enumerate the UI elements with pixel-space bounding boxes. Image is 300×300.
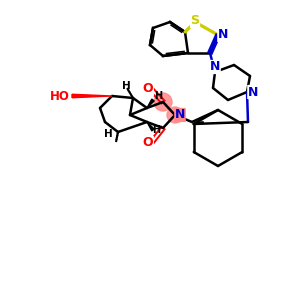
Text: H: H	[103, 129, 112, 139]
Text: N: N	[248, 85, 258, 98]
Polygon shape	[72, 94, 112, 98]
Text: O: O	[143, 136, 153, 149]
Text: N: N	[210, 61, 220, 74]
Polygon shape	[147, 99, 154, 108]
Circle shape	[167, 107, 183, 123]
Text: H: H	[154, 91, 162, 101]
Text: H: H	[122, 81, 130, 91]
Text: H: H	[152, 125, 160, 135]
Polygon shape	[147, 122, 154, 131]
Circle shape	[154, 93, 172, 111]
Text: HO: HO	[50, 89, 70, 103]
Text: O: O	[143, 82, 153, 95]
Text: N: N	[218, 28, 228, 41]
Text: N: N	[175, 109, 185, 122]
Text: S: S	[190, 14, 200, 28]
